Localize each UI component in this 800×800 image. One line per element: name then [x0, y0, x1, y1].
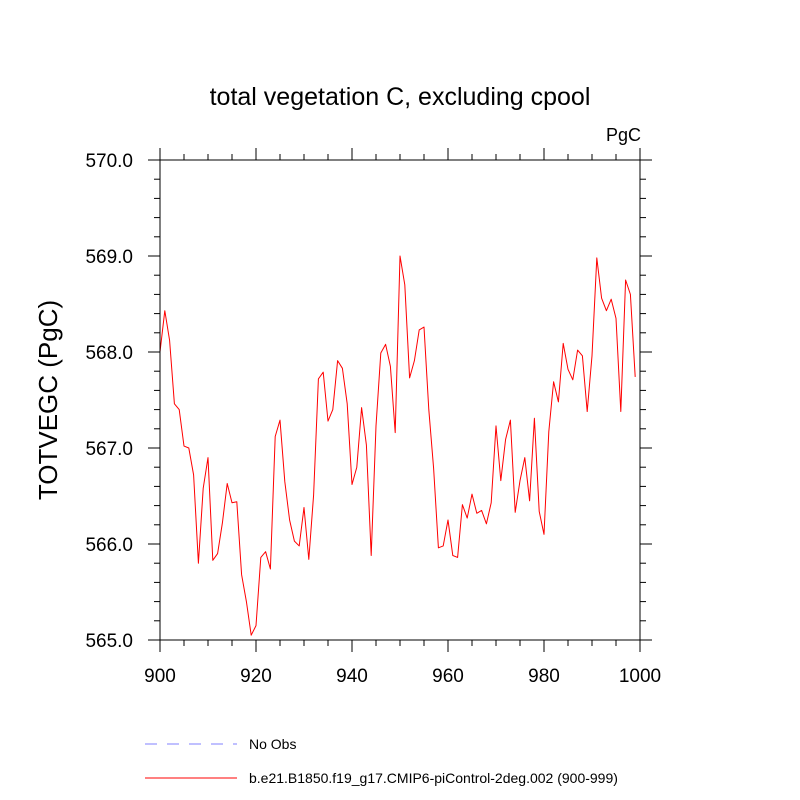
y-axis-title: TOTVEGC (PgC) — [33, 300, 63, 500]
chart-title: total vegetation C, excluding cpool — [210, 83, 591, 111]
series-line — [159, 255, 636, 636]
legend-label: b.e21.B1850.f19_g17.CMIP6-piControl-2deg… — [249, 770, 618, 786]
y-tick-label: 568.0 — [85, 343, 133, 364]
y-tick-label: 565.0 — [85, 631, 133, 652]
series-layer — [159, 255, 636, 636]
x-tick-label: 980 — [528, 666, 560, 687]
x-tick-label: 900 — [144, 666, 176, 687]
y-tick-label: 566.0 — [85, 535, 133, 556]
y-tick-label: 570.0 — [85, 151, 133, 172]
x-tick-label: 920 — [240, 666, 272, 687]
axis-ticks: 565.0 566.0 567.0 568.0 569.0 570.0 900 920 940 9… — [85, 148, 661, 687]
legend-label: No Obs — [249, 736, 296, 752]
plot-frame — [159, 159, 641, 641]
y-tick-label: 567.0 — [85, 439, 133, 460]
x-tick-label: 960 — [432, 666, 464, 687]
x-tick-label: 940 — [336, 666, 368, 687]
units-label: PgC — [606, 125, 641, 145]
legend: No Obs b.e21.B1850.f19_g17.CMIP6-piContro… — [145, 736, 618, 786]
x-tick-label: 1000 — [619, 666, 661, 687]
y-tick-label: 569.0 — [85, 247, 133, 268]
